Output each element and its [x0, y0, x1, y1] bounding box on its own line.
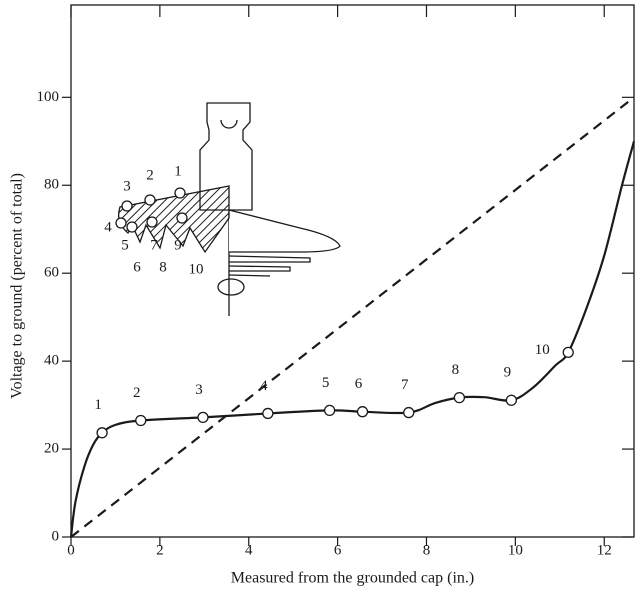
inset-marker: [176, 212, 188, 224]
unit-label: 2: [133, 385, 141, 401]
unit-marker: [505, 394, 518, 406]
unit-label: 4: [260, 378, 268, 394]
x-tick-label: 0: [67, 542, 75, 558]
inset-label: 9: [174, 237, 182, 253]
inset-label: 8: [159, 259, 167, 275]
x-tick-label: 4: [245, 542, 253, 558]
unit-marker: [453, 391, 466, 404]
unit-marker: [403, 406, 415, 419]
x-tick-label: 8: [423, 542, 431, 558]
insulator-shed: [228, 209, 341, 253]
unit-label: 10: [535, 342, 550, 358]
uniform-line: [70, 96, 635, 538]
unit-marker: [197, 411, 209, 424]
x-tick-label: 6: [334, 542, 342, 558]
inset-marker: [144, 194, 156, 206]
y-tick-label: 60: [44, 265, 59, 281]
y-tick-label: 40: [44, 353, 59, 369]
inset-marker: [121, 200, 133, 212]
y-tick-label: 0: [52, 528, 60, 544]
y-tick-label: 80: [44, 177, 59, 193]
inset-marker: [115, 217, 127, 229]
unit-label: 9: [504, 365, 512, 381]
x-tick-label: 12: [597, 542, 612, 558]
inset-marker: [146, 216, 158, 228]
unit-label: 5: [322, 375, 330, 391]
y-tick-label: 20: [44, 441, 59, 457]
y-tick-label: 100: [37, 89, 60, 105]
inset-label: 1: [174, 163, 182, 179]
cap-socket: [220, 119, 238, 129]
x-tick-label: 2: [156, 542, 164, 558]
inset-label: 10: [189, 261, 204, 277]
unit-marker: [96, 427, 108, 439]
inset-markers: [115, 187, 188, 233]
x-axis-label: Measured from the grounded cap (in.): [231, 570, 474, 587]
unit-label: 8: [452, 362, 460, 378]
x-tick-label: 10: [508, 542, 523, 558]
unit-marker: [562, 346, 574, 358]
pin-ball: [217, 278, 245, 296]
inset-marker: [126, 221, 138, 233]
inset-label: 5: [121, 237, 129, 253]
plot-frame: [70, 4, 635, 538]
unit-marker: [356, 406, 369, 418]
inset-label: 7: [150, 237, 158, 253]
unit-marker: [262, 407, 274, 420]
unit-label: 6: [355, 376, 363, 392]
unit-marker: [323, 404, 336, 417]
inset-label: 6: [133, 259, 141, 275]
unit-marker: [135, 414, 147, 427]
inset-marker: [174, 187, 186, 199]
insulator-cap: [199, 102, 253, 211]
insulator-skirts: [228, 255, 311, 277]
unit-label: 7: [401, 377, 409, 393]
y-axis-label: Voltage to ground (percent of total): [9, 173, 26, 399]
inset-label: 4: [104, 219, 112, 235]
inset-label: 2: [146, 167, 154, 183]
unit-label: 1: [94, 397, 102, 413]
unit-label: 3: [195, 382, 203, 398]
inset-label: 3: [123, 178, 131, 194]
